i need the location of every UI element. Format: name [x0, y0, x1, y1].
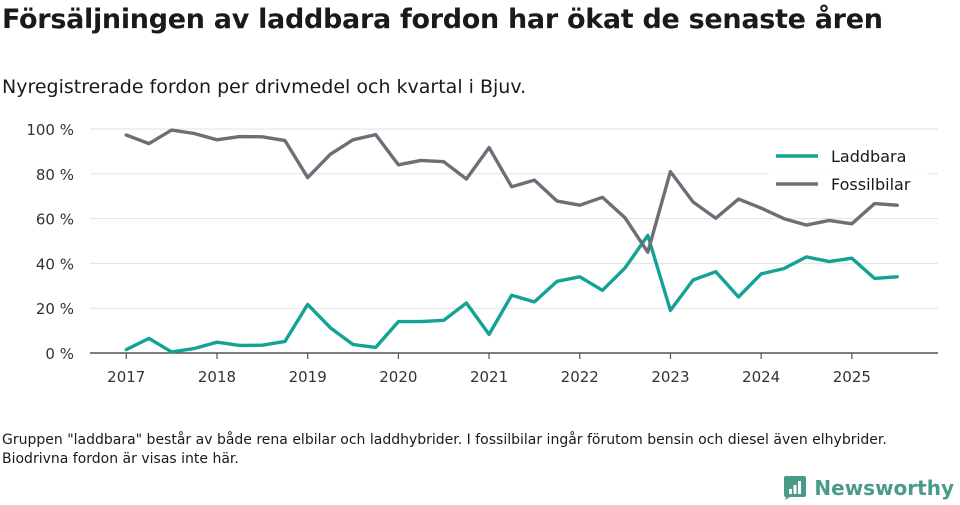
- y-tick-label: 0 %: [45, 345, 74, 363]
- y-tick-label: 80 %: [36, 166, 74, 184]
- x-tick-label: 2020: [379, 368, 417, 386]
- x-tick-label: 2025: [833, 368, 871, 386]
- footnote: Gruppen "laddbara" består av både rena e…: [2, 432, 887, 467]
- legend-label: Fossilbilar: [831, 175, 911, 194]
- y-tick-label: 60 %: [36, 211, 74, 229]
- x-tick-label: 2021: [470, 368, 508, 386]
- x-tick-label: 2023: [651, 368, 689, 386]
- y-tick-label: 100 %: [26, 121, 74, 139]
- line-chart: 0 % 20 % 40 % 60 % 80 % 100 % 2017 2018 2019 2020…: [26, 121, 938, 386]
- newsworthy-logo-icon: [784, 476, 807, 500]
- y-tick-label: 20 %: [36, 300, 74, 318]
- x-tick-label: 2022: [561, 368, 599, 386]
- chart-subtitle: Nyregistrerade fordon per drivmedel och …: [2, 76, 527, 98]
- y-tick-label: 40 %: [36, 255, 74, 273]
- chart-title: Försäljningen av laddbara fordon har öka…: [2, 4, 883, 35]
- series-line-fossilbilar: [124, 128, 899, 254]
- brand: Newsworthy: [782, 475, 954, 501]
- brand-name: Newsworthy: [814, 476, 954, 500]
- x-tick-label: 2018: [198, 368, 236, 386]
- x-tick-label: 2019: [289, 368, 327, 386]
- series-line-laddbara: [124, 233, 899, 354]
- legend-label: Laddbara: [831, 147, 906, 166]
- x-tick-label: 2024: [742, 368, 780, 386]
- x-tick-label: 2017: [107, 368, 145, 386]
